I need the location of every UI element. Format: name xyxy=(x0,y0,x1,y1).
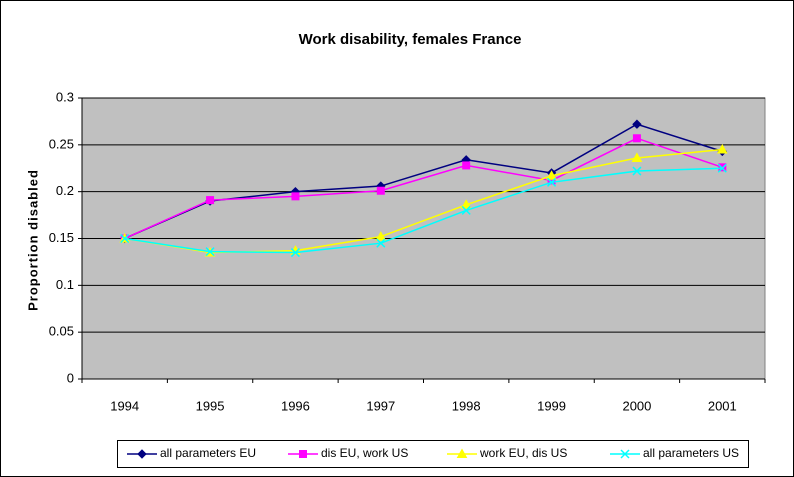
point xyxy=(717,163,727,173)
point xyxy=(632,166,642,176)
point xyxy=(632,134,641,143)
x-tick-label: 1998 xyxy=(452,398,481,413)
point xyxy=(632,119,642,129)
point xyxy=(120,233,130,244)
x-tick-label: 1994 xyxy=(110,398,139,413)
point xyxy=(376,238,386,248)
point xyxy=(547,177,557,187)
series-line xyxy=(124,137,723,240)
series-line xyxy=(124,167,723,254)
legend-marker xyxy=(299,450,307,458)
legend-marker xyxy=(137,449,147,459)
x-tick-label: 1999 xyxy=(537,398,566,413)
point xyxy=(716,143,728,154)
x-tick-label: 1995 xyxy=(196,398,225,413)
point xyxy=(461,205,471,215)
y-tick-label: 0.1 xyxy=(56,277,74,292)
point xyxy=(291,192,300,201)
chart-title: Work disability, females France xyxy=(299,31,522,48)
y-tick-label: 0.2 xyxy=(56,183,74,198)
y-tick-label: 0.3 xyxy=(56,89,74,104)
x-tick-label: 1996 xyxy=(281,398,310,413)
legend-marker xyxy=(456,448,468,458)
point xyxy=(205,247,215,257)
x-tick-label: 1997 xyxy=(366,398,395,413)
point xyxy=(546,170,557,180)
y-tick-label: 0.15 xyxy=(49,230,74,245)
x-tick-label: 2001 xyxy=(708,398,737,413)
y-axis-label: Proportion disabled xyxy=(25,169,40,311)
point xyxy=(206,196,215,205)
legend-label: work EU, dis US xyxy=(479,446,567,460)
point xyxy=(376,186,385,195)
x-tick-label: 2000 xyxy=(622,398,651,413)
point xyxy=(290,248,300,258)
legend-label: all parameters EU xyxy=(160,446,256,460)
point xyxy=(631,152,643,162)
legend-label: dis EU, work US xyxy=(321,446,408,460)
point xyxy=(375,231,387,241)
y-tick-label: 0.05 xyxy=(49,324,74,339)
point xyxy=(462,161,471,170)
legend xyxy=(117,440,749,468)
y-tick-label: 0 xyxy=(67,370,74,385)
legend-marker xyxy=(620,449,630,459)
legend-label: all parameters US xyxy=(643,446,739,460)
y-tick-label: 0.25 xyxy=(49,136,74,151)
point xyxy=(460,199,472,209)
